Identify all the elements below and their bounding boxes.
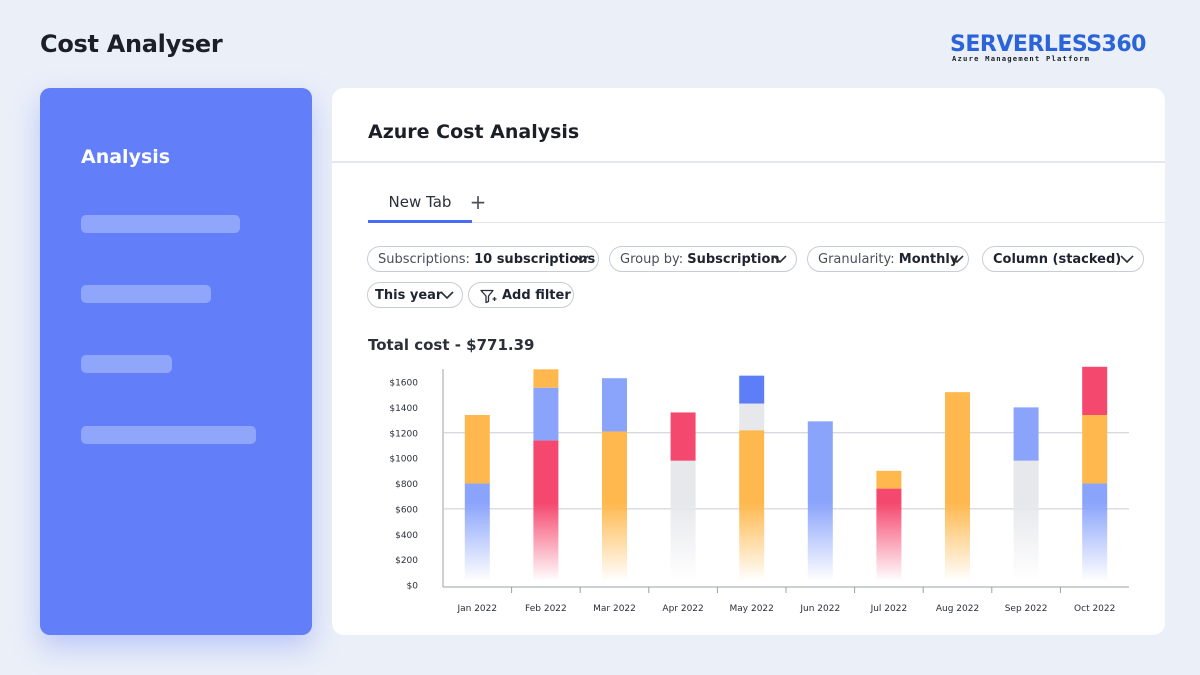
bar-segment-orange bbox=[945, 392, 970, 585]
x-tick-label: Feb 2022 bbox=[525, 604, 567, 614]
granularity-value: Monthly bbox=[898, 252, 959, 267]
x-tick-label: Sep 2022 bbox=[1005, 604, 1048, 614]
bar-segment-blue bbox=[1013, 407, 1039, 461]
sidebar: Analysis bbox=[40, 88, 312, 635]
chart-type-value: Column (stacked) bbox=[993, 252, 1122, 267]
y-tick-label: $400 bbox=[395, 531, 418, 541]
sidebar-item-placeholder-3[interactable] bbox=[81, 355, 172, 373]
chevron-down-icon bbox=[575, 255, 589, 264]
granularity-dropdown[interactable]: Granularity: Monthly bbox=[807, 246, 969, 272]
y-tick-label: $0 bbox=[407, 582, 419, 592]
tab-new-tab[interactable]: New Tab bbox=[388, 193, 452, 211]
bar-segment-red bbox=[533, 440, 559, 585]
x-tick-label: Oct 2022 bbox=[1074, 604, 1115, 614]
chevron-down-icon bbox=[1120, 255, 1134, 264]
bar-segment-blue bbox=[602, 378, 627, 432]
x-tick-label: May 2022 bbox=[730, 604, 774, 614]
bar-segment-gray bbox=[739, 403, 765, 431]
granularity-label: Granularity: bbox=[818, 252, 895, 267]
bar-segment-red bbox=[876, 488, 902, 585]
group-by-value: Subscription bbox=[687, 252, 780, 267]
period-value: This year bbox=[375, 288, 443, 303]
bar-segment-blue bbox=[464, 483, 490, 585]
sidebar-item-placeholder-1[interactable] bbox=[81, 215, 240, 233]
x-tick-label: Jul 2022 bbox=[870, 604, 908, 614]
subscriptions-value: 10 subscriptions bbox=[474, 252, 596, 267]
y-tick-label: $800 bbox=[395, 480, 418, 490]
add-tab-button[interactable]: + bbox=[469, 190, 487, 214]
sidebar-item-analysis[interactable]: Analysis bbox=[81, 146, 171, 168]
bar-segment-blue bbox=[533, 387, 559, 441]
subscriptions-label: Subscriptions: bbox=[378, 252, 470, 267]
header-divider bbox=[332, 161, 1165, 163]
bar-segment-orange bbox=[739, 430, 765, 585]
subscriptions-dropdown[interactable]: Subscriptions: 10 subscriptions bbox=[367, 246, 599, 272]
y-tick-label: $1000 bbox=[389, 455, 418, 465]
y-tick-label: $200 bbox=[395, 556, 418, 566]
filter-add-icon bbox=[480, 289, 497, 304]
bar-segment-blue bbox=[807, 421, 833, 585]
period-dropdown[interactable]: This year bbox=[367, 282, 463, 308]
active-tab-indicator bbox=[368, 220, 472, 223]
chevron-down-icon bbox=[773, 255, 787, 264]
bar-segment-orange bbox=[1082, 414, 1108, 484]
cost-chart: $0 $200 $400 $600 $800 $1000 $1200 $1400 $1600 Ja… bbox=[389, 366, 1129, 614]
chevron-down-icon bbox=[440, 291, 454, 300]
brand-tagline: Azure Management Platform bbox=[952, 54, 1091, 63]
total-cost: Total cost - $771.39 bbox=[368, 336, 535, 354]
y-tick-label: $1600 bbox=[389, 379, 418, 389]
bar-segment-deep_blue bbox=[739, 375, 765, 404]
sidebar-item-placeholder-4[interactable] bbox=[81, 426, 256, 444]
bar-segment-orange bbox=[533, 369, 559, 388]
brand-logo: SERVERLESS360 Azure Management Platform bbox=[950, 32, 1165, 66]
chevron-down-icon bbox=[950, 255, 964, 264]
y-tick-label: $1400 bbox=[389, 404, 418, 414]
group-by-label: Group by: bbox=[620, 252, 684, 267]
x-tick-label: Jun 2022 bbox=[799, 604, 840, 614]
brand-name: SERVERLESS360 bbox=[950, 32, 1146, 57]
sidebar-item-placeholder-2[interactable] bbox=[81, 285, 211, 303]
bar-segment-orange bbox=[464, 414, 490, 484]
panel-title: Azure Cost Analysis bbox=[368, 121, 580, 143]
bar-segment-orange bbox=[602, 431, 627, 585]
x-tick-label: Aug 2022 bbox=[936, 604, 979, 614]
x-tick-label: Mar 2022 bbox=[593, 604, 636, 614]
chart-type-dropdown[interactable]: Column (stacked) bbox=[982, 246, 1144, 272]
bar-segment-gray bbox=[670, 460, 696, 585]
y-tick-label: $600 bbox=[395, 505, 418, 515]
bar-segment-red bbox=[1082, 366, 1108, 415]
add-filter-label: Add filter bbox=[502, 288, 571, 303]
page-title: Cost Analyser bbox=[40, 30, 223, 58]
bar-segment-blue bbox=[1082, 483, 1108, 585]
x-tick-label: Apr 2022 bbox=[662, 604, 703, 614]
bar-segment-orange bbox=[876, 470, 902, 489]
group-by-dropdown[interactable]: Group by: Subscription bbox=[609, 246, 797, 272]
x-tick-label: Jan 2022 bbox=[456, 604, 497, 614]
bar-segment-red bbox=[670, 412, 696, 461]
tabs-divider bbox=[368, 222, 1165, 223]
y-tick-label: $1200 bbox=[389, 429, 418, 439]
main-panel: Azure Cost Analysis New Tab + Subscripti… bbox=[332, 88, 1165, 635]
add-filter-button[interactable]: Add filter bbox=[468, 282, 574, 308]
bar-segment-gray bbox=[1013, 460, 1039, 585]
